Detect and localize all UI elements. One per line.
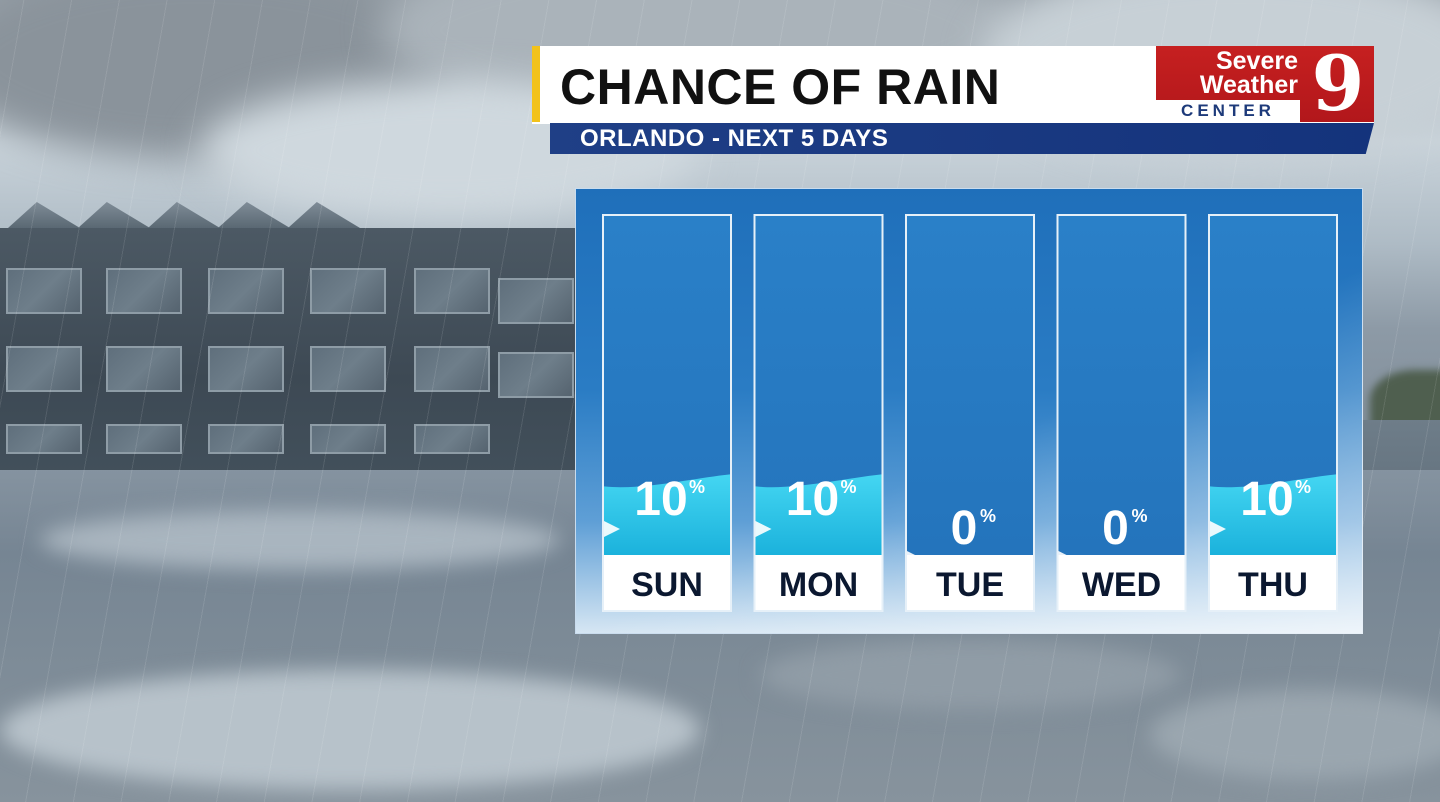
day-label: MON	[779, 566, 858, 604]
bar-background	[1058, 216, 1185, 555]
value-label: 0	[1102, 502, 1129, 555]
value-label: 0	[951, 502, 978, 555]
day-label-box	[1210, 555, 1336, 610]
day-label: SUN	[631, 566, 703, 604]
day-label: TUE	[936, 566, 1004, 604]
column-frame	[1208, 214, 1338, 612]
logo-text-center: CENTER	[1156, 100, 1300, 122]
logo-channel-number: 9	[1311, 46, 1365, 122]
level-pointer	[755, 521, 772, 537]
day-label-box	[907, 555, 1033, 610]
rain-fill	[1210, 474, 1336, 555]
station-logo: Severe Weather CENTER 9	[1156, 46, 1374, 122]
building	[0, 202, 590, 478]
level-pointer	[1210, 521, 1226, 537]
page-title: CHANCE OF RAIN	[560, 59, 1001, 115]
value-label: 10	[634, 473, 687, 526]
page-subtitle: ORLANDO - NEXT 5 DAYS	[580, 125, 889, 152]
day-label: WED	[1082, 566, 1161, 604]
percent-sign: %	[840, 477, 856, 497]
logo-text-weather: Weather	[1199, 71, 1298, 99]
percent-sign: %	[1131, 506, 1147, 526]
column-frame	[905, 214, 1035, 612]
rain-fill	[604, 474, 730, 555]
rain-fill	[755, 474, 882, 555]
percent-sign: %	[1295, 477, 1311, 497]
column-frame	[602, 214, 732, 612]
bar-background	[907, 216, 1033, 555]
subtitle-bar	[550, 123, 1374, 154]
value-label: 10	[786, 473, 839, 526]
column-frame	[753, 214, 884, 612]
percent-sign: %	[980, 506, 996, 526]
column-frame	[1056, 214, 1187, 612]
logo-text-severe: Severe	[1215, 47, 1298, 75]
value-label: 10	[1240, 473, 1293, 526]
level-pointer	[604, 521, 620, 537]
title-accent-stripe	[532, 46, 540, 122]
day-label: THU	[1238, 566, 1308, 604]
day-label-box	[1058, 555, 1185, 610]
day-label-box	[604, 555, 730, 610]
day-label-box	[755, 555, 882, 610]
percent-sign: %	[689, 477, 705, 497]
